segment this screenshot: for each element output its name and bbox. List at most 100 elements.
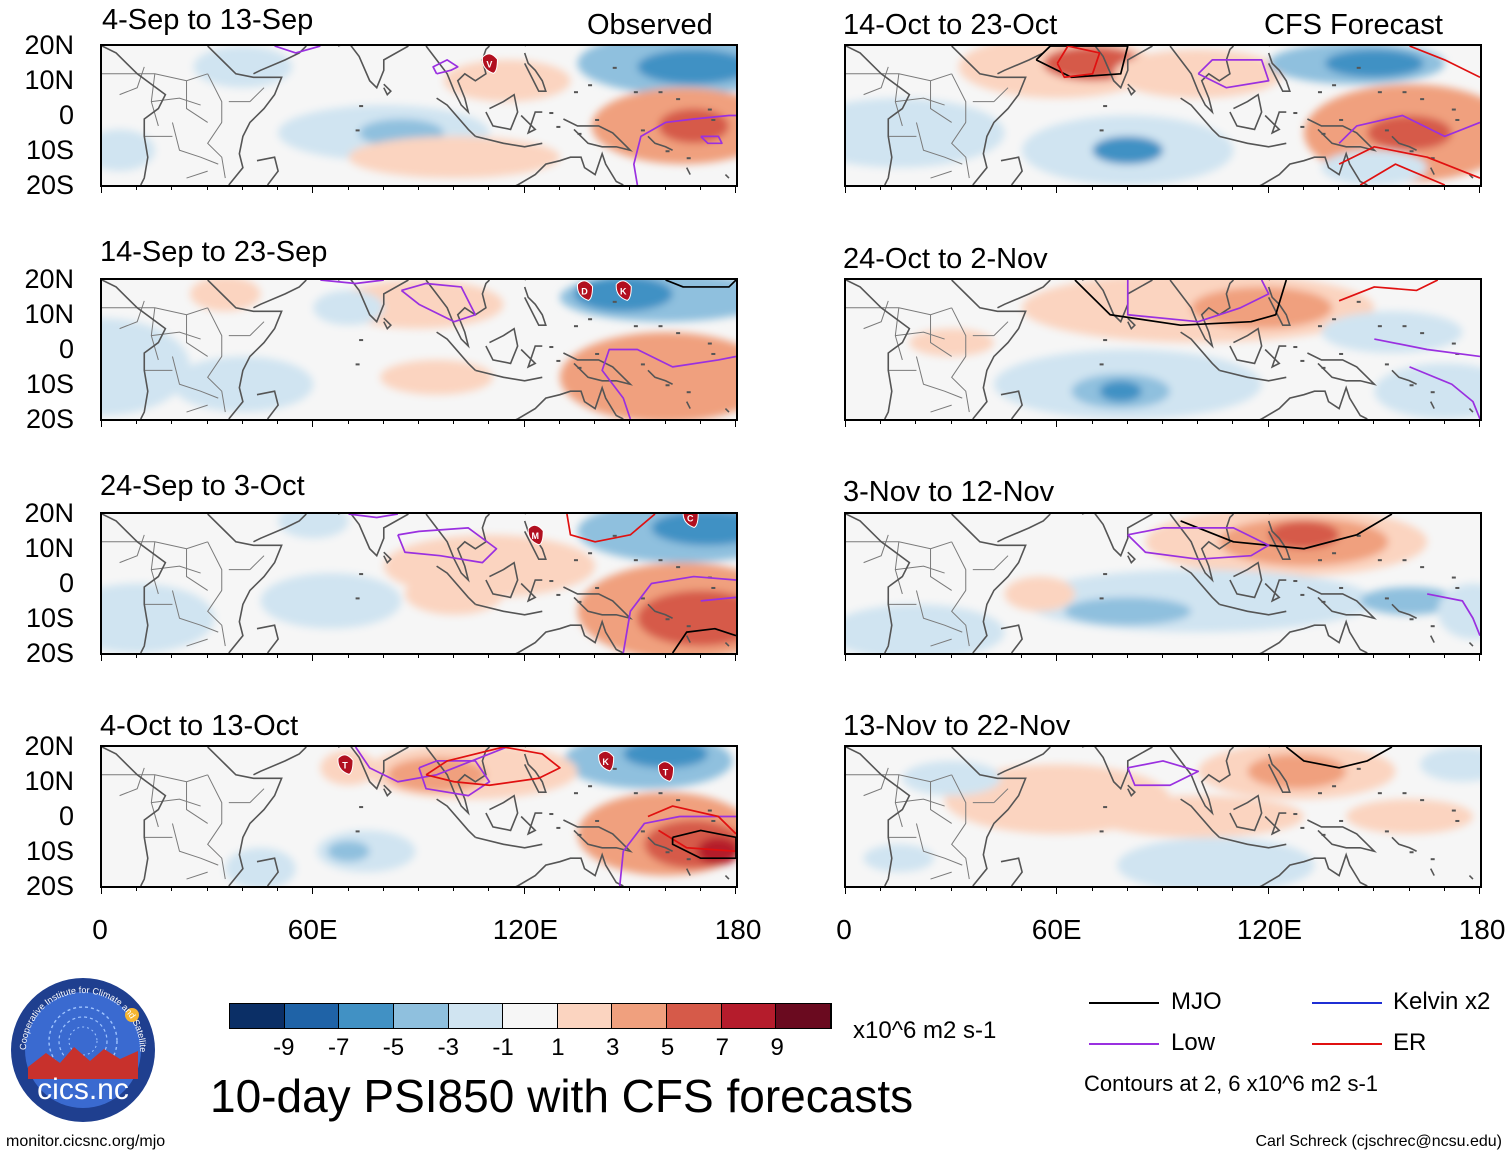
coastline [256,857,279,886]
y-tick-label: 10S [25,135,74,165]
coastline [1081,514,1153,558]
x-tick-mark [1408,185,1410,190]
anomaly-shading [380,359,493,395]
coastline [1264,111,1287,135]
country-border [119,534,145,564]
y-tick-label: 20N [24,264,74,294]
y-tick-label: 20S [25,170,74,200]
country-border [171,356,219,399]
contour-line [1338,114,1480,144]
island [711,118,716,121]
x-tick-mark [171,185,173,190]
anomaly-shading [1099,380,1142,402]
x-tick-mark [1197,419,1199,424]
contour-line [1197,59,1270,89]
x-tick-mark [1443,886,1445,891]
contour-line [566,514,656,543]
storm-marker-letter: D [581,286,588,296]
coastline [1429,635,1435,643]
island [676,566,681,569]
coastline [1229,327,1263,365]
y-tick-label: 20N [24,498,74,528]
country-border [930,871,952,880]
x-tick-mark [277,653,279,658]
island [549,112,554,115]
country-border [186,170,208,179]
forecast-label: CFS Forecast [1264,9,1443,41]
coastline [520,345,543,369]
country-border [207,590,226,647]
coastline [1169,514,1235,583]
colorbar-swatch [339,1004,394,1028]
x-tick-mark [734,653,736,661]
coastline [425,280,491,349]
coastline [207,747,283,886]
coastline [1219,603,1287,616]
island [1451,576,1456,579]
legend-label-kelvin: Kelvin x2 [1393,988,1491,1015]
panel-title-obs-1: 4-Sep to 13-Sep [102,4,314,36]
island [1293,112,1298,115]
y-tick-label: 10S [25,836,74,866]
island [577,366,582,369]
country-border [119,300,145,330]
country-border [894,307,903,361]
contour-line [1180,514,1393,550]
anomaly-shading [1092,795,1304,838]
country-border [993,87,1009,102]
contour-line [601,348,736,419]
x-tick-mark [950,185,952,190]
map-svg: V [102,46,736,185]
island [1430,157,1435,160]
country-border [186,80,208,123]
x-tick-mark [558,886,560,891]
contour-line [1126,280,1270,323]
country-border [207,541,223,591]
country-border [930,170,952,179]
island [1317,792,1322,795]
coastline [1180,798,1220,838]
coastline [1468,875,1474,880]
anomaly-shading [313,290,384,326]
chart-title: 10-day PSI850 with CFS forecasts [210,1070,914,1122]
x-tick-mark [1373,185,1375,190]
anomaly-shading [623,747,708,768]
x-tick-mark [277,886,279,891]
x-tick-mark [629,653,631,658]
island [1377,91,1382,94]
x-tick-mark [1232,653,1234,658]
contour-line [1359,163,1446,185]
coastline [1169,747,1235,816]
island [633,792,638,795]
island [676,98,681,101]
island [595,118,600,121]
y-tick-label: 20N [24,731,74,761]
coastline [1307,352,1377,386]
coastline [1229,561,1263,599]
country-border [171,122,219,165]
coastline [436,565,476,605]
x-tick-mark [417,419,419,424]
coastline [425,514,491,583]
coastline [515,619,624,653]
contour-line [320,280,384,285]
coastline [485,794,519,832]
legend-label-mjo: MJO [1171,988,1222,1015]
island [612,767,617,770]
coastline [436,798,476,838]
country-border [207,307,223,357]
anomaly-shading [598,352,698,402]
coastline [1000,857,1023,886]
island [1409,384,1414,387]
anomaly-shading [327,840,370,862]
coastline [1264,812,1287,836]
island [556,125,561,128]
storm-marker: M [527,524,544,546]
storm-marker-shape [337,754,354,775]
x-tick-mark [347,419,349,424]
x-tick-mark [1443,419,1445,424]
x-tick-mark [664,185,666,190]
storm-marker: K [598,750,615,772]
coastline [520,812,543,836]
island [577,833,582,836]
